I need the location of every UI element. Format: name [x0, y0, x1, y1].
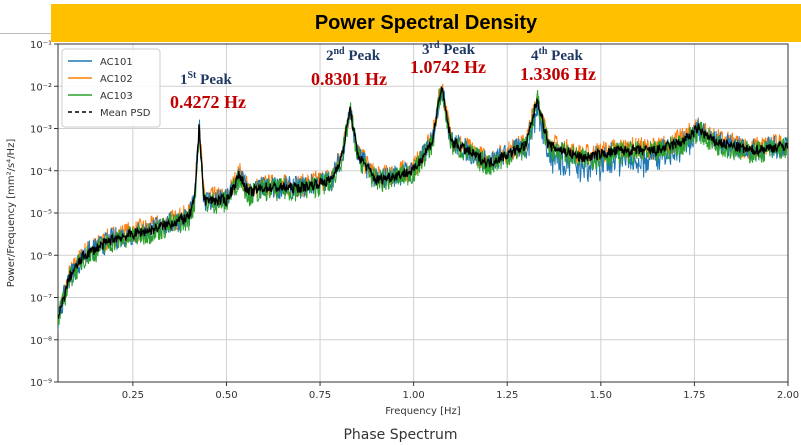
x-axis-label: Frequency [Hz] — [385, 406, 461, 417]
peak-4-value: 1.3306 Hz — [520, 64, 596, 84]
footer-caption: Phase Spectrum — [343, 427, 458, 443]
legend-label: AC101 — [100, 57, 133, 68]
peak-1-value: 0.4272 Hz — [170, 92, 246, 112]
y-tick-label: 10⁻⁸ — [30, 336, 52, 347]
x-tick-label: 1.25 — [496, 390, 518, 401]
series-line-mean-psd — [58, 86, 788, 319]
y-tick-label: 10⁻¹ — [30, 40, 52, 51]
divider-line — [0, 33, 51, 34]
peak-3-value: 1.0742 Hz — [410, 57, 486, 77]
series-line-ac102 — [58, 83, 788, 330]
x-tick-label: 0.50 — [215, 390, 237, 401]
plot-frame — [57, 43, 789, 383]
peak-4-label: 4th Peak — [531, 46, 583, 64]
y-tick-label: 10⁻⁴ — [30, 167, 52, 178]
y-tick-label: 10⁻⁶ — [30, 251, 52, 262]
y-tick-label: 10⁻⁷ — [30, 294, 52, 305]
x-tick-label: 1.00 — [403, 390, 425, 401]
x-tick-label: 1.50 — [590, 390, 612, 401]
legend-label: AC102 — [100, 74, 133, 85]
peak-3-label: 3rd Peak — [422, 40, 475, 58]
y-tick-label: 10⁻⁵ — [30, 209, 52, 220]
legend-label: Mean PSD — [100, 108, 151, 119]
series-line-ac103 — [58, 86, 788, 326]
y-tick-label: 10⁻³ — [30, 125, 52, 136]
peak-2-label: 2nd Peak — [326, 46, 381, 64]
legend-label: AC103 — [100, 91, 133, 102]
y-tick-label: 10⁻⁹ — [30, 378, 52, 389]
series-line-ac101 — [58, 90, 788, 332]
peak-2-value: 0.8301 Hz — [311, 69, 387, 89]
x-tick-label: 0.25 — [122, 390, 144, 401]
legend-box — [61, 48, 161, 128]
y-axis-label: Power/Frequency [mm²/s⁴/Hz] — [6, 139, 17, 288]
x-tick-label: 2.00 — [777, 390, 799, 401]
peak-1-label: 1St Peak — [180, 70, 232, 88]
x-tick-label: 1.75 — [683, 390, 705, 401]
x-tick-label: 0.75 — [309, 390, 331, 401]
y-tick-label: 10⁻² — [30, 82, 52, 93]
slide-title: Power Spectral Density — [51, 4, 801, 42]
